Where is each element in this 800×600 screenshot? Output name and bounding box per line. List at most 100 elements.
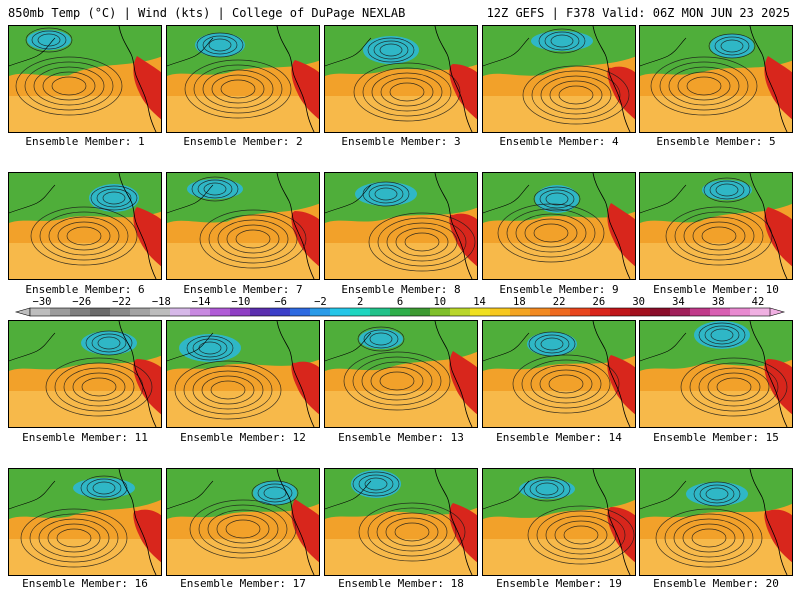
colorbar-swatch [590, 308, 611, 316]
colorbar-tick-label: 30 [632, 296, 645, 308]
colorbar-swatch [110, 308, 131, 316]
product-title: 850mb Temp (°C) | Wind (kts) | College o… [8, 6, 406, 20]
ensemble-panel [482, 172, 636, 280]
ensemble-member-label: Ensemble Member: 9 [499, 283, 619, 296]
ensemble-member-label: Ensemble Member: 2 [183, 135, 303, 148]
ensemble-member-label: Ensemble Member: 4 [499, 135, 619, 148]
colorbar-swatch [470, 308, 491, 316]
ensemble-member-label: Ensemble Member: 18 [338, 577, 464, 590]
temperature-map [9, 173, 161, 279]
colorbar-swatch [690, 308, 711, 316]
temperature-map [483, 469, 635, 575]
colorbar-swatch [390, 308, 411, 316]
colorbar-swatch [370, 308, 391, 316]
ensemble-member-label: Ensemble Member: 19 [496, 577, 622, 590]
temperature-map [640, 26, 792, 132]
colorbar-tick-label: −14 [192, 296, 211, 308]
temperature-map [325, 173, 477, 279]
temperature-map [167, 26, 319, 132]
temperature-map [167, 173, 319, 279]
ensemble-member-label: Ensemble Member: 17 [180, 577, 306, 590]
ensemble-panel [639, 25, 793, 133]
colorbar-swatch [510, 308, 531, 316]
ensemble-member-label: Ensemble Member: 8 [341, 283, 461, 296]
ensemble-member-label: Ensemble Member: 10 [653, 283, 779, 296]
temperature-map [640, 173, 792, 279]
temperature-map [167, 469, 319, 575]
ensemble-panel [166, 468, 320, 576]
colorbar-tick-label: 6 [397, 296, 403, 308]
colorbar-swatch [70, 308, 91, 316]
temperature-map [640, 469, 792, 575]
ensemble-panel [166, 320, 320, 428]
temperature-map [325, 321, 477, 427]
colorbar-tick-label: 38 [712, 296, 725, 308]
colorbar-tick-label: 26 [593, 296, 606, 308]
colorbar-tick-label: 34 [672, 296, 685, 308]
colorbar-swatch [230, 308, 251, 316]
colorbar-swatch [650, 308, 671, 316]
temperature-map [167, 321, 319, 427]
ensemble-panel [8, 468, 162, 576]
colorbar-tick-label: 10 [433, 296, 446, 308]
colorbar-swatch [530, 308, 551, 316]
temperature-map [9, 26, 161, 132]
colorbar-swatch [450, 308, 471, 316]
colorbar-swatch [670, 308, 691, 316]
ensemble-panel [324, 172, 478, 280]
colorbar-swatch [490, 308, 511, 316]
colorbar-swatch [750, 308, 771, 316]
ensemble-panel [166, 25, 320, 133]
temperature-map [483, 173, 635, 279]
ensemble-panel [8, 25, 162, 133]
ensemble-panel [482, 468, 636, 576]
colorbar-swatch [710, 308, 731, 316]
ensemble-panel [482, 320, 636, 428]
ensemble-member-label: Ensemble Member: 5 [656, 135, 776, 148]
temperature-map [9, 469, 161, 575]
colorbar-swatch [330, 308, 351, 316]
colorbar-swatch [50, 308, 71, 316]
colorbar-tick-label: 22 [553, 296, 566, 308]
temperature-map [483, 321, 635, 427]
colorbar-swatch [630, 308, 651, 316]
ensemble-member-label: Ensemble Member: 3 [341, 135, 461, 148]
colorbar-swatch [570, 308, 591, 316]
ensemble-panel [166, 172, 320, 280]
colorbar-swatch [130, 308, 151, 316]
ensemble-member-label: Ensemble Member: 7 [183, 283, 303, 296]
colorbar-swatch [190, 308, 211, 316]
colorbar-swatch [430, 308, 451, 316]
ensemble-member-label: Ensemble Member: 15 [653, 431, 779, 444]
colorbar-swatch [270, 308, 291, 316]
colorbar-tick-label: −26 [72, 296, 91, 308]
ensemble-member-label: Ensemble Member: 14 [496, 431, 622, 444]
ensemble-member-label: Ensemble Member: 16 [22, 577, 148, 590]
colorbar-swatch [170, 308, 191, 316]
colorbar-swatch [30, 308, 51, 316]
colorbar-swatch [290, 308, 311, 316]
colorbar-tick-label: 2 [357, 296, 363, 308]
colorbar-tick-label: −18 [152, 296, 171, 308]
valid-time: 12Z GEFS | F378 Valid: 06Z MON JUN 23 20… [486, 6, 790, 20]
ensemble-panel [639, 320, 793, 428]
ensemble-member-label: Ensemble Member: 6 [25, 283, 145, 296]
ensemble-panel [639, 172, 793, 280]
temperature-map [640, 321, 792, 427]
colorbar-swatch [410, 308, 431, 316]
colorbar-swatch [610, 308, 631, 316]
ensemble-member-label: Ensemble Member: 11 [22, 431, 148, 444]
ensemble-panel [8, 172, 162, 280]
ensemble-member-label: Ensemble Member: 12 [180, 431, 306, 444]
colorbar-tick-label: 14 [473, 296, 486, 308]
ensemble-panel [324, 25, 478, 133]
colorbar-tick-label: 42 [752, 296, 765, 308]
colorbar-tick-label: −10 [231, 296, 250, 308]
colorbar-swatch [350, 308, 371, 316]
colorbar-swatch [730, 308, 751, 316]
temperature-colorbar: −30 −26 −22 −18 −14 −10 −6 −2 2 6 10 14 18 22 26 30 34 38… [14, 296, 786, 317]
ensemble-member-label: Ensemble Member: 20 [653, 577, 779, 590]
colorbar-tick-label: −2 [314, 296, 327, 308]
colorbar-swatch [310, 308, 331, 316]
ensemble-member-label: Ensemble Member: 13 [338, 431, 464, 444]
